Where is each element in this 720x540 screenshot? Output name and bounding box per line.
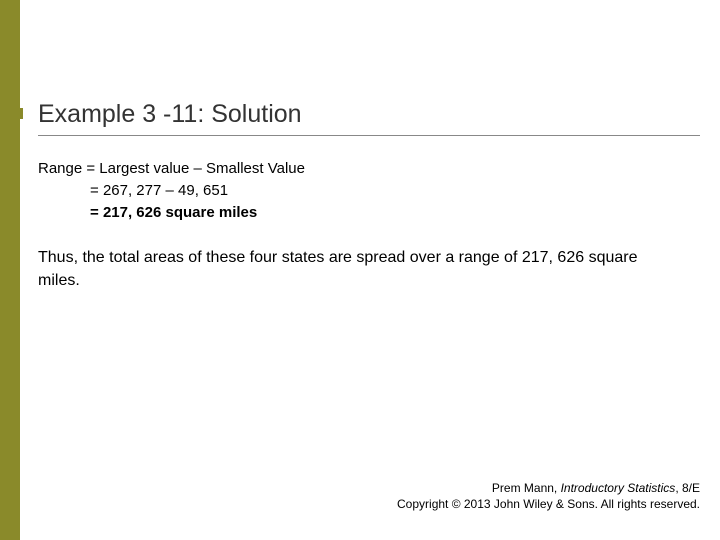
calc-line2-rhs: 267, 277 – 49, 651 (103, 180, 228, 202)
footer-line1: Prem Mann, Introductory Statistics, 8/E (397, 480, 700, 496)
accent-bar (0, 0, 20, 540)
calc-line2-lhs: = (90, 180, 103, 202)
explanation-text: Thus, the total areas of these four stat… (38, 247, 678, 292)
calc-indent-3 (38, 202, 90, 224)
calc-line1-rhs: Largest value – Smallest Value (99, 158, 305, 180)
calc-row-2: = 267, 277 – 49, 651 (38, 180, 700, 202)
calc-indent-2 (38, 180, 90, 202)
calc-line3-lhs: = (90, 202, 103, 224)
footer-book: Introductory Statistics (561, 481, 676, 495)
footer-author: Prem Mann, (492, 481, 561, 495)
footer: Prem Mann, Introductory Statistics, 8/E … (397, 480, 700, 512)
title-bullet-icon (12, 108, 23, 119)
calc-line3-rhs: 217, 626 square miles (103, 202, 257, 224)
footer-copyright: Copyright © 2013 John Wiley & Sons. All … (397, 496, 700, 512)
slide-content: Example 3 -11: Solution Range = Largest … (38, 100, 700, 292)
calc-row-3: = 217, 626 square miles (38, 202, 700, 224)
title-text: Example 3 -11: Solution (38, 100, 302, 128)
calc-line1-lhs: Range = (38, 158, 99, 180)
calc-row-1: Range = Largest value – Smallest Value (38, 158, 700, 180)
footer-edition: , 8/E (675, 481, 700, 495)
calculation-block: Range = Largest value – Smallest Value =… (38, 158, 700, 223)
slide-title: Example 3 -11: Solution (38, 100, 700, 136)
